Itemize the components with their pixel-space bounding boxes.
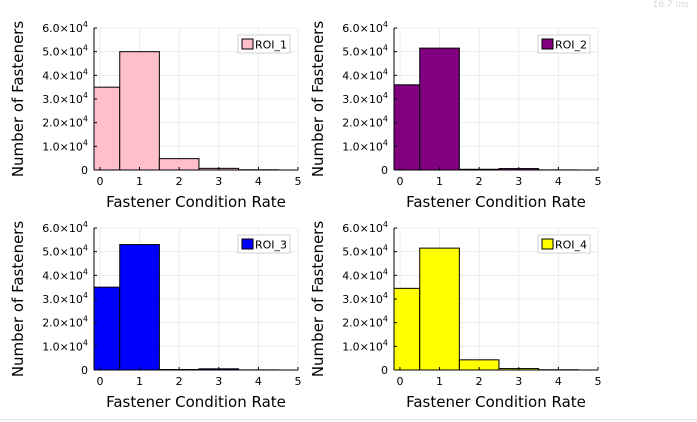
bars-group — [394, 47, 579, 170]
x-axis-title: Fastener Condition Rate — [106, 193, 286, 211]
y-axis-title: Number of Fasteners — [9, 221, 27, 378]
x-tick-label: 0 — [396, 175, 403, 188]
y-tick-label: 0 — [81, 164, 88, 177]
y-tick-label: 0 — [381, 364, 388, 377]
legend-label: ROI_2 — [555, 39, 587, 52]
histogram-bar — [394, 287, 421, 370]
y-tick-label: 4.0×104 — [42, 67, 88, 82]
legend-swatch — [241, 38, 254, 50]
y-tick-label: 5.0×104 — [342, 44, 388, 59]
y-axis-title: Number of Fasteners — [9, 21, 27, 178]
x-tick-label: 3 — [515, 175, 522, 188]
legend-label: ROI_3 — [255, 239, 287, 252]
legend-swatch — [541, 38, 554, 50]
y-tick-label: 0 — [81, 364, 88, 377]
y-tick-label: 4.0×104 — [342, 267, 388, 282]
x-axis-title: Fastener Condition Rate — [406, 193, 586, 211]
x-tick-label: 5 — [295, 375, 302, 388]
chart-panel-2: 0 1 2 3 4 5 0 1.0×104 2.0×104 3.0×104 4.0×104 5.0×1… — [309, 20, 602, 211]
y-tick-label: 5.0×104 — [42, 244, 88, 259]
x-tick-label: 5 — [595, 175, 602, 188]
histogram-bar — [419, 247, 460, 370]
legend-swatch — [541, 238, 554, 250]
x-tick-label: 4 — [555, 175, 562, 188]
y-tick-label: 2.0×104 — [42, 115, 88, 130]
x-tick-label: 2 — [476, 375, 483, 388]
y-tick-label: 1.0×104 — [42, 138, 88, 153]
y-tick-label: 6.0×104 — [42, 20, 88, 35]
bars-group — [394, 247, 579, 370]
histogram-bar — [419, 47, 460, 170]
x-tick-label: 2 — [476, 175, 483, 188]
histogram-bar — [119, 51, 160, 170]
y-tick-label: 1.0×104 — [342, 138, 388, 153]
y-tick-label: 3.0×104 — [42, 91, 88, 106]
legend-swatch — [241, 238, 254, 250]
y-tick-label: 2.0×104 — [42, 315, 88, 330]
y-tick-label: 2.0×104 — [342, 315, 388, 330]
x-tick-label: 5 — [595, 375, 602, 388]
x-tick-label: 4 — [255, 175, 262, 188]
render-time-label: 16.7 ms — [652, 0, 689, 10]
y-tick-label: 6.0×104 — [342, 220, 388, 235]
x-tick-label: 1 — [136, 175, 143, 188]
y-tick-label: 6.0×104 — [42, 220, 88, 235]
x-tick-label: 3 — [515, 375, 522, 388]
y-axis-title: Number of Fasteners — [309, 221, 327, 378]
x-tick-label: 2 — [176, 175, 183, 188]
y-tick-label: 6.0×104 — [342, 20, 388, 35]
histogram-bar — [394, 84, 421, 170]
bottom-divider — [0, 419, 697, 420]
y-tick-label: 4.0×104 — [42, 267, 88, 282]
y-tick-label: 1.0×104 — [342, 338, 388, 353]
histogram-bar — [458, 359, 500, 370]
y-tick-label: 5.0×104 — [42, 44, 88, 59]
x-tick-label: 4 — [255, 375, 262, 388]
x-tick-label: 1 — [136, 375, 143, 388]
chart-panel-3: 0 1 2 3 4 5 0 1.0×104 2.0×104 3.0×104 4.0×104 5.0×1… — [9, 220, 302, 411]
y-tick-label: 3.0×104 — [342, 291, 388, 306]
y-tick-label: 5.0×104 — [342, 244, 388, 259]
x-tick-label: 1 — [436, 375, 443, 388]
x-tick-label: 1 — [436, 175, 443, 188]
x-axis-title: Fastener Condition Rate — [406, 393, 586, 411]
chart-panel-1: 0 1 2 3 4 5 0 1.0×104 2.0×104 3.0×104 4.0×104 5.0×1… — [9, 20, 302, 211]
x-tick-label: 0 — [96, 175, 103, 188]
x-tick-label: 0 — [396, 375, 403, 388]
y-tick-label: 0 — [381, 164, 388, 177]
y-tick-label: 2.0×104 — [342, 115, 388, 130]
y-tick-label: 4.0×104 — [342, 67, 388, 82]
x-tick-label: 4 — [555, 375, 562, 388]
x-tick-label: 3 — [215, 175, 222, 188]
histogram-bar — [119, 244, 160, 370]
legend-label: ROI_4 — [555, 239, 587, 252]
bars-group — [94, 244, 279, 370]
y-tick-label: 3.0×104 — [342, 91, 388, 106]
y-axis-title: Number of Fasteners — [309, 21, 327, 178]
x-tick-label: 2 — [176, 375, 183, 388]
x-axis-title: Fastener Condition Rate — [106, 393, 286, 411]
x-tick-label: 0 — [96, 375, 103, 388]
chart-panel-4: 0 1 2 3 4 5 0 1.0×104 2.0×104 3.0×104 4.0×104 5.0×1… — [309, 220, 602, 411]
y-tick-label: 3.0×104 — [42, 291, 88, 306]
x-tick-label: 3 — [215, 375, 222, 388]
y-tick-label: 1.0×104 — [42, 338, 88, 353]
legend-label: ROI_1 — [255, 39, 287, 52]
x-tick-label: 5 — [295, 175, 302, 188]
